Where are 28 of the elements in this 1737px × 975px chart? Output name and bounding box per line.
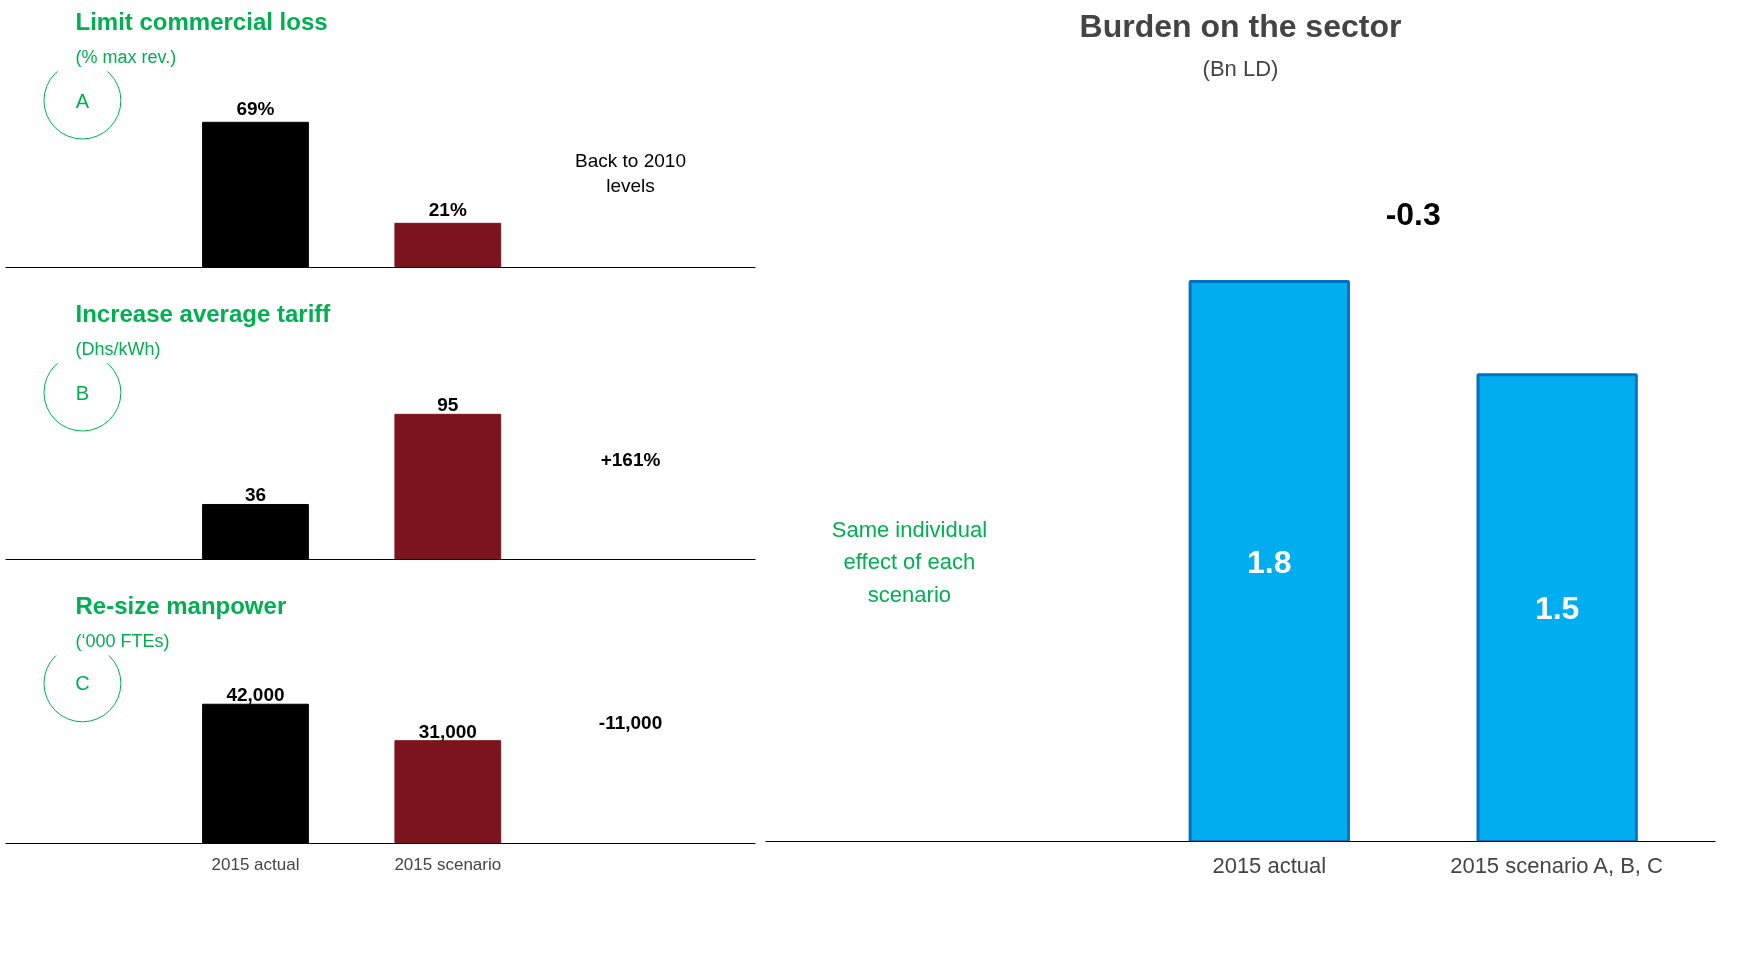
chart-title: Burden on the sector <box>1079 7 1402 44</box>
chart-title: Limit commercial loss <box>75 7 328 35</box>
text: -11,000 <box>598 711 663 733</box>
data-label: 95 <box>437 394 459 416</box>
text: Same individual effect of each scenario <box>831 516 988 607</box>
text: C <box>75 672 90 695</box>
data-label: 21% <box>428 199 467 221</box>
chart-subtitle: (‘000 FTEs) <box>75 630 170 651</box>
text: B <box>75 381 90 404</box>
data-label: 31,000 <box>418 720 477 742</box>
x-tick-label: 2015 actual <box>211 854 300 874</box>
text: A <box>75 89 90 112</box>
text: -0.3 <box>1385 196 1441 233</box>
x-tick-label: 2015 actual <box>1212 852 1327 878</box>
chart-subtitle: (Dhs/kWh) <box>75 338 161 359</box>
text: +161% <box>600 448 661 470</box>
x-tick-label: 2015 scenario A, B, C <box>1450 852 1664 878</box>
chart-title: Re-size manpower <box>75 591 287 619</box>
data-label: 42,000 <box>226 684 285 706</box>
data-label: 1.5 <box>1534 590 1580 627</box>
chart-title: Increase average tariff <box>75 299 332 327</box>
text: Back to 2010 levels <box>575 149 686 196</box>
data-label: 69% <box>236 98 275 120</box>
x-tick-label: 2015 scenario <box>394 854 502 874</box>
data-label: 36 <box>244 484 267 506</box>
chart-subtitle: (% max rev.) <box>75 46 177 67</box>
chart-subtitle: (Bn LD) <box>1202 55 1279 81</box>
data-label: 1.8 <box>1247 543 1292 580</box>
